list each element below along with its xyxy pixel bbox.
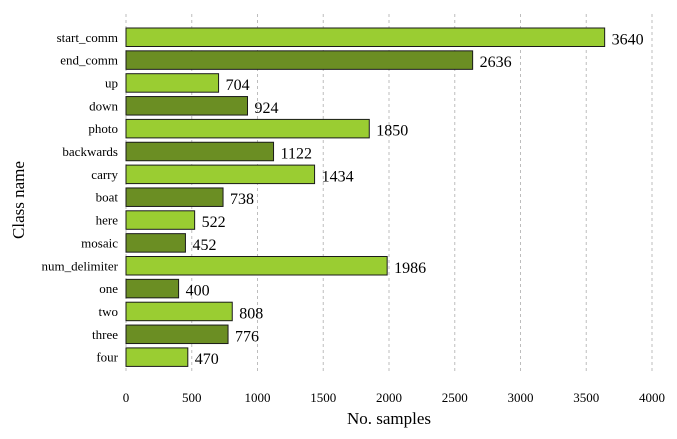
category-label: here xyxy=(96,213,119,228)
value-label: 400 xyxy=(186,283,210,300)
category-label: start_comm xyxy=(57,30,118,45)
value-label: 1122 xyxy=(281,146,312,163)
x-tick-labels: 0 500 1000 1500 2000 2500 3000 3500 4000 xyxy=(123,390,665,405)
category-label: boat xyxy=(96,190,119,205)
category-label: num_delimiter xyxy=(41,258,118,273)
bar-boat xyxy=(125,187,224,207)
value-label: 704 xyxy=(226,77,250,94)
bar-carry xyxy=(125,164,316,185)
category-label: down xyxy=(89,98,118,113)
value-label: 1986 xyxy=(394,260,426,277)
bar-num_delimiter xyxy=(125,256,388,276)
category-label: photo xyxy=(88,121,118,136)
x-tick-label: 1000 xyxy=(245,390,271,405)
bar-four xyxy=(125,347,189,367)
x-tick-label: 3000 xyxy=(508,390,534,405)
x-tick-label: 500 xyxy=(182,390,202,405)
value-label: 1850 xyxy=(376,123,408,140)
value-label: 2636 xyxy=(480,54,512,71)
x-tick-label: 3500 xyxy=(573,390,599,405)
value-label: 738 xyxy=(230,191,254,208)
category-label: four xyxy=(96,350,118,365)
bar-start_comm xyxy=(125,27,606,47)
value-label: 808 xyxy=(239,305,263,322)
category-label: mosaic xyxy=(81,235,118,250)
x-tick-label: 2500 xyxy=(442,390,468,405)
y-axis-title: Class name xyxy=(9,161,28,239)
category-label: end_comm xyxy=(60,53,118,68)
bar-mosaic xyxy=(125,233,186,253)
bar-down xyxy=(125,96,249,116)
bar-three xyxy=(125,324,229,345)
x-tick-label: 2000 xyxy=(376,390,402,405)
value-label: 522 xyxy=(202,214,226,231)
x-tick-label: 4000 xyxy=(639,390,665,405)
value-label: 452 xyxy=(192,237,216,254)
bar-one xyxy=(125,278,180,299)
bar-up xyxy=(125,73,220,93)
x-axis-title: No. samples xyxy=(347,409,431,428)
value-label: 1434 xyxy=(322,168,354,185)
bars xyxy=(125,27,606,367)
category-label: up xyxy=(105,75,118,90)
x-tick-label: 0 xyxy=(123,390,130,405)
value-label: 924 xyxy=(255,100,279,117)
bar-backwards xyxy=(125,141,275,162)
bar-two xyxy=(125,301,233,322)
value-label: 470 xyxy=(195,351,219,368)
category-label: one xyxy=(99,281,118,296)
bar-here xyxy=(125,210,196,230)
bar-end_comm xyxy=(125,50,474,70)
value-label: 3640 xyxy=(612,31,644,48)
category-label: three xyxy=(92,327,118,342)
value-label: 776 xyxy=(235,328,259,345)
x-tick-label: 1500 xyxy=(310,390,336,405)
category-label: two xyxy=(99,304,119,319)
bar-photo xyxy=(125,118,370,139)
category-label: backwards xyxy=(62,144,118,159)
category-label: carry xyxy=(91,167,118,182)
